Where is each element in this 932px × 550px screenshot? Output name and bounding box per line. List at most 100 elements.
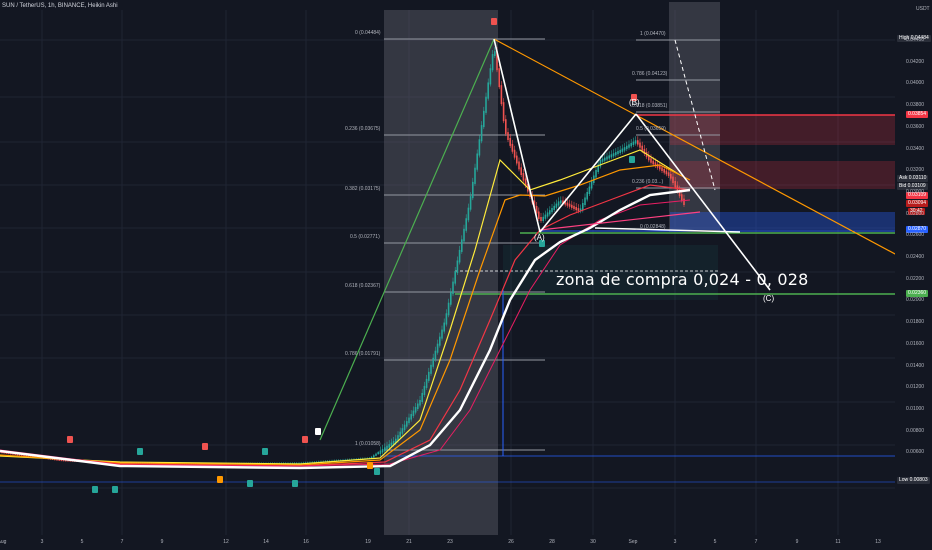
signal-flag-icon [112,486,118,493]
time-tick-label: 12 [223,539,229,545]
candle-body [436,343,439,353]
fib-left-label: 0.236 (0.03675) [345,126,381,132]
candle-body [568,203,571,207]
signal-flags [67,18,637,493]
time-tick-label: 28 [549,539,555,545]
signal-flag-icon [491,18,497,25]
price-tick-label: 0.03800 [906,102,925,109]
candle-body [615,152,617,156]
candle-body [434,350,437,360]
candle-body [498,68,500,88]
candle-body [18,454,21,456]
candle-body [67,460,69,462]
last-price-tag: 0.03109 [906,192,929,199]
high-tag-value: 0.04484 [910,35,929,41]
signal-flag-icon [374,468,380,475]
countdown-tag: 30:42 [908,208,925,215]
candle-body [533,200,536,208]
candle-body [467,207,470,221]
fib-left-label: 0 (0.04484) [355,30,381,36]
signal-flag-icon [292,480,298,487]
signal-flag-icon [302,436,308,443]
candle-body [386,445,388,450]
time-tick-label: 5 [80,539,84,545]
time-tick-label: 21 [406,539,412,545]
high-tag-label: High [899,35,910,41]
candle-body [375,453,377,456]
candle-body [648,155,650,161]
resistance-zone-1 [670,115,895,145]
candle-body [586,192,588,200]
candle-body [674,181,676,188]
time-tick-label: Aug [0,539,7,545]
candle-body [588,186,591,194]
candle-body [520,167,522,175]
time-tick-label: 7 [120,539,124,545]
candle-body [540,217,542,221]
price-tick-label: 0.02400 [906,254,925,260]
price-tick-label: 0.02000 [906,297,925,304]
signal-flag-icon [92,486,98,493]
time-tick-label: 7 [754,539,758,545]
time-tick-label: 26 [508,539,514,545]
low-tag-label: Low [899,477,909,483]
candle-body [562,200,564,204]
candle-body [29,455,32,457]
candle-body [555,203,558,208]
price-axis-bg [895,0,932,535]
candle-body [505,119,507,135]
fib-right-label: 0.5 (0.03659) [636,126,666,132]
candle-body [509,138,511,146]
candle-body [478,139,481,156]
candle-body [14,453,16,455]
candle-body [23,454,25,457]
high-tag: High 0.04484 [897,35,931,42]
candle-body [432,357,434,367]
candle-body [10,453,12,455]
bid-tag-value: 0.03109 [907,183,926,189]
fib-levels-left [384,38,545,451]
grid [0,10,895,535]
candle-body [373,455,375,458]
signal-flag-icon [217,476,223,483]
candle-body [65,460,67,462]
candle-body [516,155,518,164]
candle-body [21,454,23,456]
candle-body [491,54,494,71]
signal-flag-icon [315,428,321,435]
candle-body [381,448,384,453]
candle-body [564,201,566,205]
price-tick-label: 0.03600 [906,123,925,130]
candle-body [447,302,450,316]
candle-body [463,228,465,242]
symbol-title[interactable]: SUN / TetherUS, 1h, BINANCE, Heikin Ashi [2,3,118,9]
candle-body [601,158,604,162]
signal-flag-icon [67,436,73,443]
candle-body [630,143,632,147]
candle-body [566,202,569,206]
candle-body [575,207,577,211]
candle-body [58,459,60,461]
time-tick-label: 3 [673,539,677,545]
time-tick-label: 11 [835,539,841,545]
price-tick-label: 0.04200 [906,58,925,65]
price-tick-label: 0.01400 [906,362,925,369]
candle-body [12,453,14,455]
candle-body [62,460,65,462]
ema-white [0,188,691,470]
price-tick-label: 0.02800 [906,210,925,217]
time-tick-label: 16 [303,539,309,545]
candle-body [489,68,492,85]
time-tick-label: 30 [590,539,596,545]
candle-body [428,371,430,381]
candle-body [456,260,459,274]
price-mid-tag: 0.03094 [906,200,929,207]
candle-body [494,51,496,57]
candle-body [522,173,525,181]
candle-body [557,201,560,206]
candle-body [406,421,408,427]
time-tick-label: Sep [628,539,638,545]
candle-body [612,153,615,157]
candle-body [472,181,474,199]
